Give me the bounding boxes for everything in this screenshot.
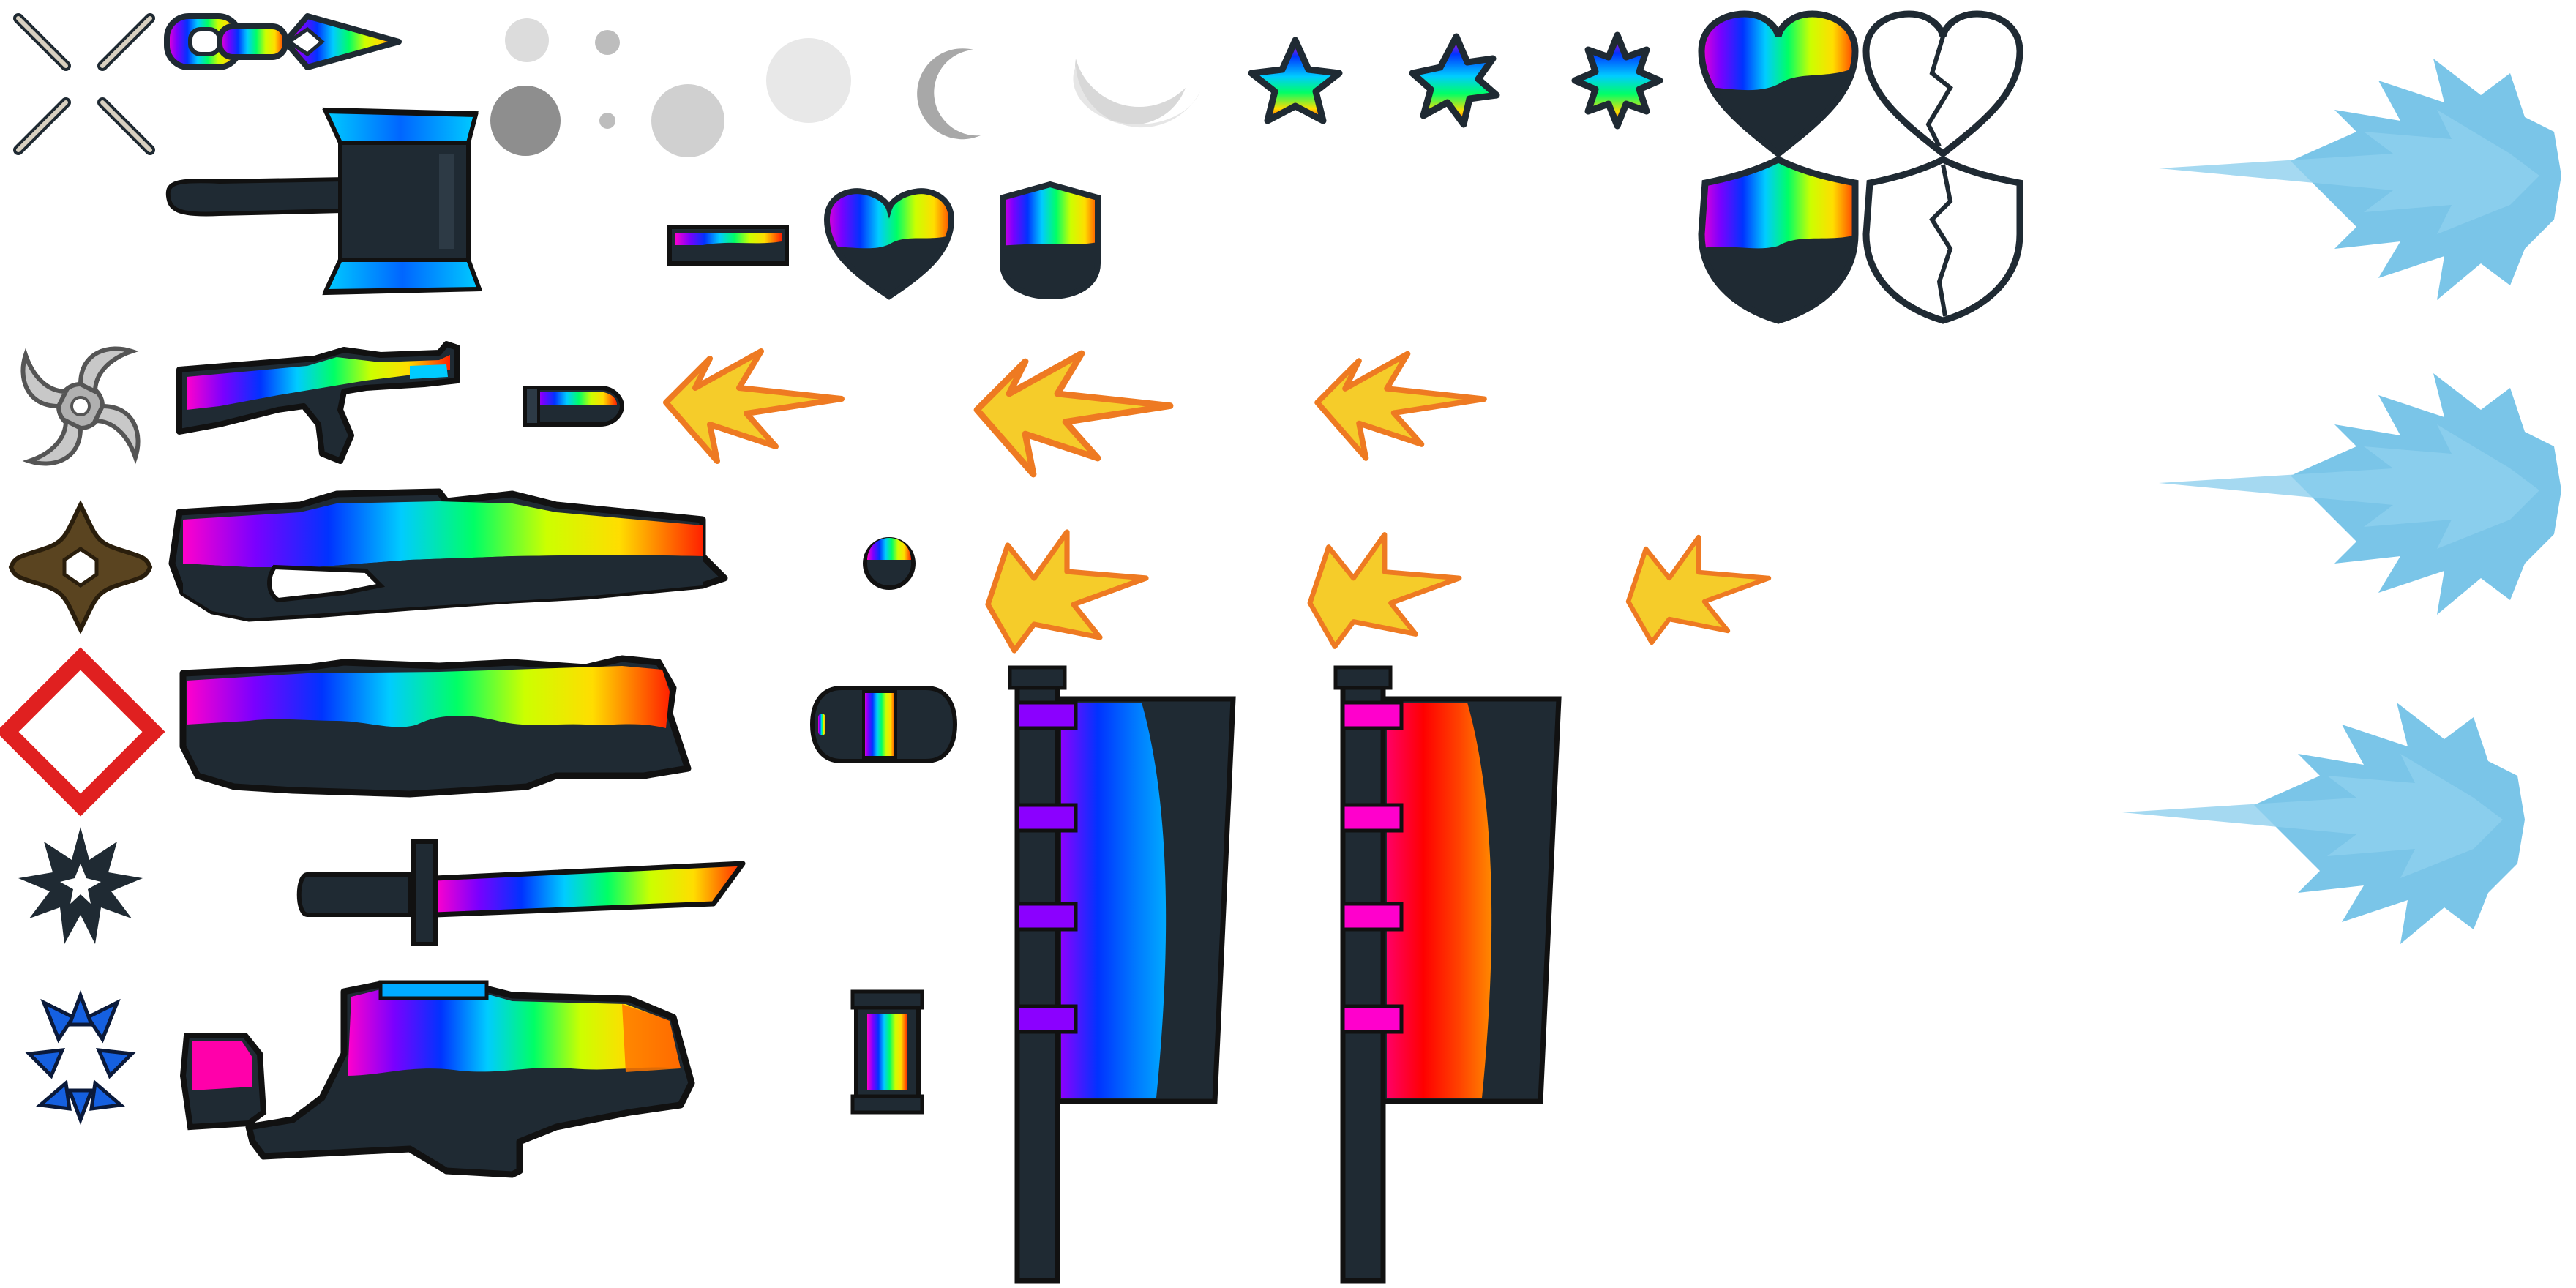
- crosshair-corners-icon: [13, 13, 155, 155]
- heart-broken-icon: [1862, 10, 2023, 158]
- moon-crescent-sprites: [917, 48, 1200, 140]
- cross-emblem-icon: [8, 500, 153, 634]
- mini-heart-icon: [823, 188, 955, 300]
- cell-battery-sprite: [850, 989, 924, 1115]
- energy-burst-sprites: [2122, 59, 2561, 944]
- diamond-warning-icon: [0, 647, 165, 817]
- katana-sprite: [296, 839, 746, 946]
- rifle-bullet-sprite: [523, 386, 625, 427]
- chain-spear-sprite: [164, 13, 402, 70]
- muzzle-flash-sprites: [666, 351, 1769, 651]
- orb-projectile-sprite: [863, 537, 916, 590]
- assault-rifle-sprite: [176, 341, 460, 464]
- capsule-ammo-sprite: [809, 686, 958, 763]
- star-badge-icons: [1248, 31, 1663, 130]
- shuriken-icon: [20, 346, 141, 466]
- smoke-particle-sprites: [490, 1, 851, 157]
- laser-cannon-sprite: [179, 980, 695, 1178]
- shield-full-icon: [1698, 155, 1859, 324]
- heavy-blaster-sprite: [168, 488, 728, 622]
- shield-broken-icon: [1862, 155, 2023, 324]
- spiky-burst-icon: [18, 827, 143, 944]
- blue-shards-icon: [25, 989, 136, 1126]
- heart-full-icon: [1698, 10, 1859, 158]
- shotgun-sprite: [179, 655, 692, 798]
- red-banner-flag-sprite: [1333, 665, 1562, 1284]
- hammer-sprite: [165, 107, 483, 296]
- health-bar-sprite: [667, 225, 789, 266]
- mini-shield-icon: [1000, 181, 1101, 300]
- blue-banner-flag-sprite: [1008, 665, 1236, 1284]
